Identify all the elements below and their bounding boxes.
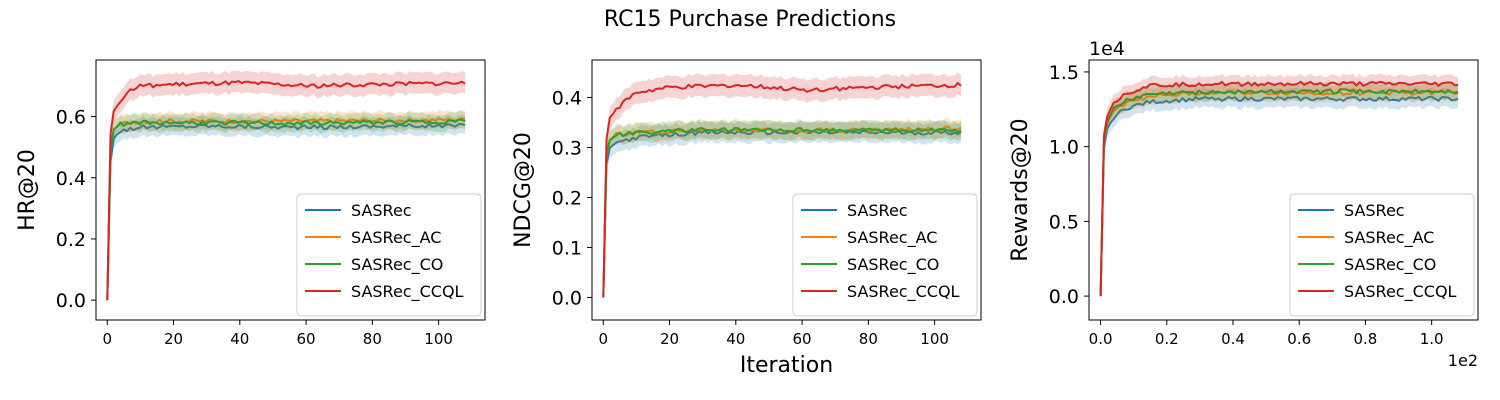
x-tick-label: 80 bbox=[363, 330, 382, 348]
series-line-sasrec-ccql bbox=[106, 80, 466, 301]
confidence-band-sasrec bbox=[107, 114, 466, 301]
y-tick-label: 0.3 bbox=[552, 138, 582, 160]
axes-frame bbox=[591, 59, 982, 321]
confidence-band-sasrec-co bbox=[603, 118, 962, 298]
series-line-sasrec-co bbox=[602, 126, 962, 298]
y-axis-label: Rewards@20 bbox=[1008, 118, 1033, 261]
legend-label: SASRec_CO bbox=[847, 255, 939, 275]
x-tick-label: 0 bbox=[102, 330, 112, 348]
legend-label: SASRec_AC bbox=[847, 228, 937, 248]
x-tick-label: 0.6 bbox=[1287, 330, 1311, 348]
confidence-band-sasrec-ac bbox=[107, 109, 466, 301]
series-line-sasrec-ccql bbox=[1099, 80, 1459, 297]
plot-area bbox=[1099, 73, 1459, 297]
legend-label: SASRec_CCQL bbox=[351, 282, 464, 302]
x-tick-label: 100 bbox=[424, 330, 453, 348]
series-line-sasrec bbox=[1099, 95, 1459, 297]
x-tick-label: 1.0 bbox=[1420, 330, 1444, 348]
confidence-band-sasrec-ccql bbox=[603, 72, 962, 298]
legend-label: SASRec_CCQL bbox=[1344, 282, 1457, 302]
x-tick-label: 100 bbox=[920, 330, 949, 348]
confidence-band-sasrec-co bbox=[107, 110, 466, 301]
x-offset-label: 1e2 bbox=[1448, 351, 1478, 370]
x-tick-label: 60 bbox=[297, 330, 316, 348]
legend: SASRec SASRec_AC SASRec_CO SASRec_CCQL bbox=[1289, 193, 1475, 317]
y-tick-label: 0.5 bbox=[1049, 211, 1079, 233]
series-line-sasrec-ccql bbox=[602, 82, 962, 298]
legend-label: SASRec_CCQL bbox=[847, 282, 960, 302]
series-line-sasrec-co bbox=[106, 118, 466, 301]
y-tick-label: 1.0 bbox=[1049, 137, 1079, 159]
legend-box bbox=[1289, 193, 1475, 317]
axes-frame bbox=[1088, 59, 1479, 321]
y-tick-label: 0.2 bbox=[56, 229, 86, 251]
x-tick-label: 0.0 bbox=[1089, 330, 1113, 348]
y-tick-label: 0.6 bbox=[56, 107, 86, 129]
y-tick-label: 0.4 bbox=[56, 168, 86, 190]
confidence-band-sasrec bbox=[1100, 87, 1459, 297]
x-tick-label: 0.8 bbox=[1354, 330, 1378, 348]
legend-label: SASRec bbox=[847, 201, 908, 220]
y-tick-label: 0.0 bbox=[56, 290, 86, 312]
confidence-band-sasrec-ccql bbox=[1100, 73, 1459, 297]
x-tick-label: 40 bbox=[230, 330, 249, 348]
y-tick-label: 0.0 bbox=[1049, 286, 1079, 308]
confidence-band-sasrec-co bbox=[1100, 81, 1459, 297]
y-tick-label: 1.5 bbox=[1049, 62, 1079, 84]
confidence-band-sasrec-ac bbox=[603, 117, 962, 298]
x-axis-label: Iteration bbox=[740, 353, 833, 378]
series-line-sasrec-co bbox=[1099, 88, 1459, 297]
legend-box bbox=[296, 193, 482, 317]
series-line-sasrec bbox=[106, 122, 466, 301]
legend: SASRec SASRec_AC SASRec_CO SASRec_CCQL bbox=[296, 193, 482, 317]
chart-panel-3: 0.0 0.2 0.4 0.6 0.8 1.0 0.0 0.5 1.0 1.5 Rewards@20… bbox=[1008, 38, 1479, 370]
plot-area bbox=[602, 72, 962, 298]
y-tick-label: 0.4 bbox=[552, 88, 582, 110]
legend-label: SASRec_AC bbox=[1344, 228, 1434, 248]
x-tick-label: 60 bbox=[793, 330, 812, 348]
legend-box bbox=[792, 193, 978, 317]
y-offset-label: 1e4 bbox=[1089, 38, 1125, 60]
legend-label: SASRec_CO bbox=[351, 255, 443, 275]
y-tick-label: 0.1 bbox=[552, 238, 582, 260]
legend-label: SASRec_AC bbox=[351, 228, 441, 248]
confidence-band-sasrec-ccql bbox=[107, 70, 466, 301]
legend-label: SASRec_CO bbox=[1344, 255, 1436, 275]
x-tick-label: 20 bbox=[660, 330, 679, 348]
chart-panel-2: 0 20 40 60 80 100 0.0 0.1 0.2 0.3 0.4 NDCG@20 Iterat… bbox=[511, 59, 982, 378]
x-tick-label: 40 bbox=[726, 330, 745, 348]
x-tick-label: 20 bbox=[164, 330, 183, 348]
plot-area bbox=[106, 70, 466, 301]
figure-title: RC15 Purchase Predictions bbox=[604, 7, 896, 32]
x-tick-label: 0 bbox=[598, 330, 608, 348]
legend-label: SASRec bbox=[351, 201, 412, 220]
x-tick-label: 0.4 bbox=[1221, 330, 1245, 348]
confidence-band-sasrec-ac bbox=[1100, 82, 1459, 297]
y-axis-label: NDCG@20 bbox=[511, 132, 536, 248]
axes-frame bbox=[95, 59, 486, 321]
confidence-band-sasrec bbox=[603, 120, 962, 298]
legend-label: SASRec bbox=[1344, 201, 1405, 220]
series-line-sasrec bbox=[602, 129, 962, 298]
x-tick-label: 0.2 bbox=[1155, 330, 1179, 348]
y-axis-label: HR@20 bbox=[15, 149, 40, 231]
legend: SASRec SASRec_AC SASRec_CO SASRec_CCQL bbox=[792, 193, 978, 317]
y-tick-label: 0.0 bbox=[552, 288, 582, 310]
y-tick-label: 0.2 bbox=[552, 188, 582, 210]
x-tick-label: 80 bbox=[859, 330, 878, 348]
